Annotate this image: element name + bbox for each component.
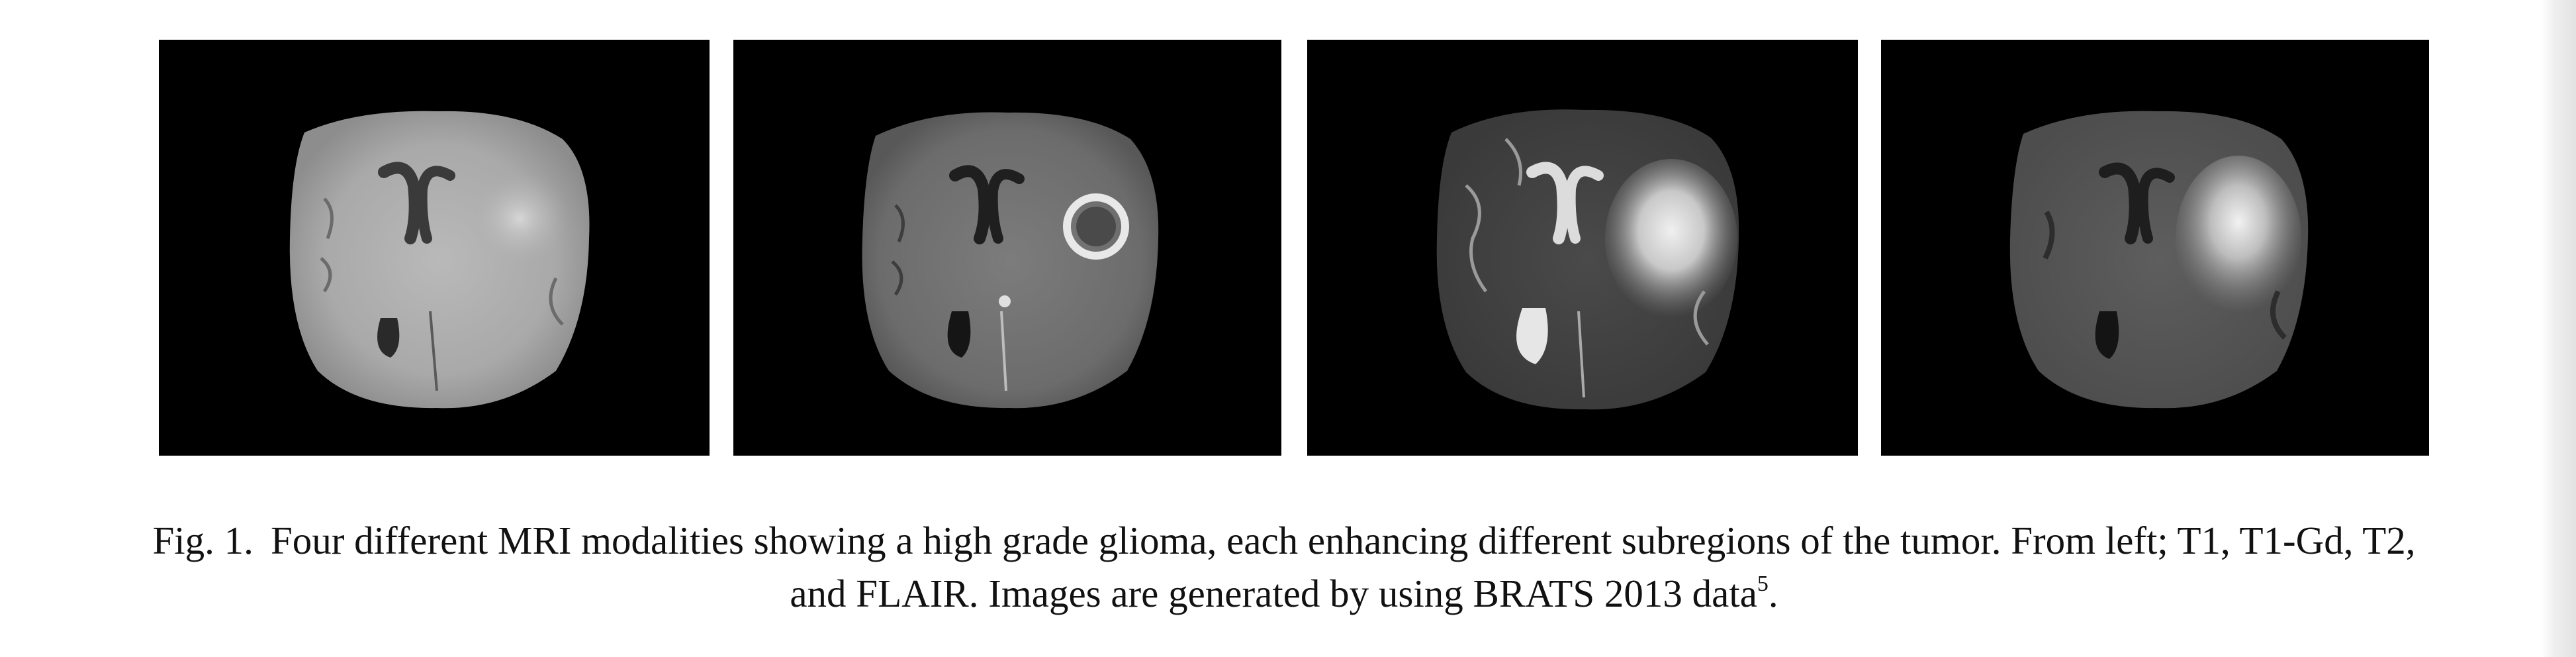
caption-end-punct: . [1768, 572, 1778, 615]
page-edge-shadow [2540, 0, 2576, 657]
mri-panel-t1 [159, 40, 710, 456]
figure-caption: Fig. 1. Four different MRI modalities sho… [26, 514, 2542, 620]
mri-panel-flair [1881, 40, 2429, 456]
caption-text-line-2: and FLAIR. Images are generated by using… [790, 572, 1757, 615]
caption-line-2: and FLAIR. Images are generated by using… [26, 567, 2542, 620]
mri-panel-t2 [1307, 40, 1858, 456]
mri-brain-slice-t1gd-icon [733, 40, 1281, 456]
mri-brain-slice-t1-icon [159, 40, 710, 456]
figure-label: Fig. 1. [152, 519, 253, 562]
mri-brain-slice-flair-icon [1881, 40, 2429, 456]
caption-text-line-1: Four different MRI modalities showing a … [270, 519, 2416, 562]
citation-superscript: 5 [1757, 572, 1769, 596]
mri-brain-slice-t2-icon [1307, 40, 1858, 456]
mri-panel-t1-gd [733, 40, 1281, 456]
caption-line-1: Fig. 1. Four different MRI modalities sho… [26, 514, 2542, 567]
